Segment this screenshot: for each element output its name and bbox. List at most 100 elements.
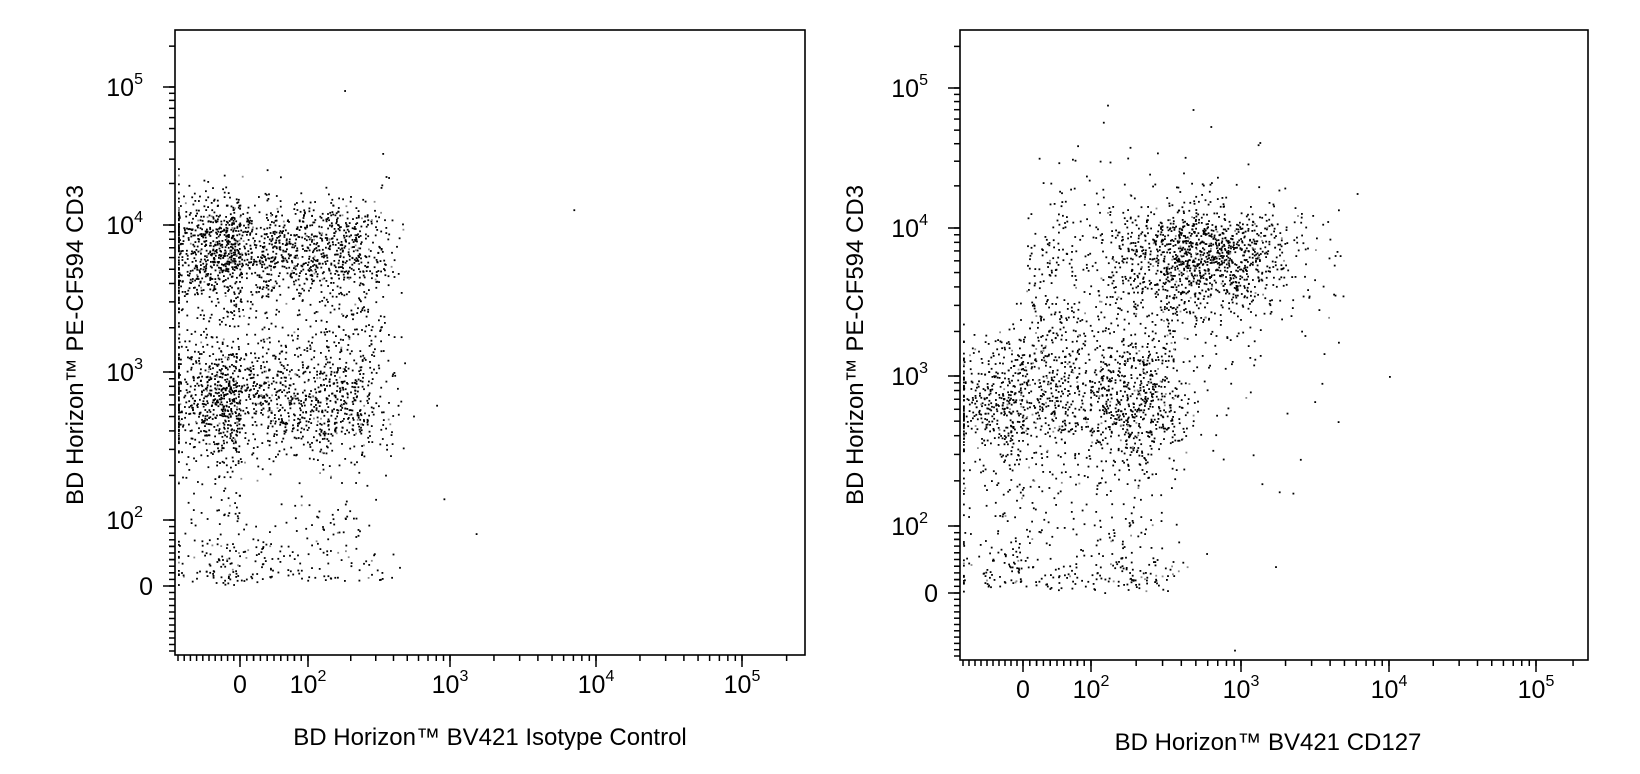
event-dot [1215,260,1218,263]
event-dot [1139,282,1142,285]
event-dot [1178,235,1181,238]
event-dot [382,424,385,426]
event-dot [1178,240,1181,243]
event-dot [212,216,215,219]
event-dot [352,403,355,405]
event-dot [178,272,180,275]
event-dot [1167,248,1170,251]
event-dot [205,265,207,267]
event-dot [317,401,320,404]
event-dot [276,237,279,239]
event-dot [1170,271,1172,274]
event-dot [1221,262,1224,264]
event-dot [239,255,242,258]
event-dot [333,228,336,230]
event-dot [368,524,371,527]
event-dot [236,264,239,266]
event-dot [305,277,308,280]
event-dot [314,219,317,221]
event-dot [1236,294,1239,297]
event-dot [360,243,362,245]
event-dot [1139,386,1142,389]
event-dot [272,354,274,357]
event-dot [233,237,236,240]
event-dot [255,284,258,286]
event-dot [1229,250,1232,253]
event-dot [252,263,255,265]
event-dot [178,307,180,310]
event-dot [342,531,345,534]
event-dot [218,369,221,371]
event-dot [293,208,296,210]
event-dot [361,307,364,310]
event-dot [198,362,201,365]
event-dot [1195,246,1198,249]
event-dot [1286,242,1289,244]
event-dot [1155,260,1158,263]
event-dot [178,461,180,463]
event-dot [283,384,286,387]
event-dot [357,254,360,257]
event-dot [216,400,218,403]
event-dot [353,359,356,362]
event-dot [209,277,212,280]
event-dot [284,385,287,388]
event-dot [1183,291,1186,294]
event-dot [326,402,328,405]
event-dot [192,376,195,379]
event-dot [189,270,192,272]
event-dot [204,233,206,236]
event-dot [224,420,227,423]
event-dot [985,426,988,429]
event-dot [251,577,254,580]
event-dot [261,371,264,374]
event-dot [239,224,242,226]
event-dot [1227,240,1230,243]
event-dot [228,512,231,514]
event-dot [238,512,241,514]
event-dot [1181,255,1183,258]
event-dot [1171,265,1174,268]
event-dot [209,220,212,223]
event-dot [340,403,343,406]
event-dot [333,523,336,526]
event-dot [247,239,250,241]
event-dot [231,346,233,349]
event-dot [182,235,185,238]
event-dot [1013,401,1016,404]
event-dot [1170,239,1172,242]
event-dot [1174,268,1177,271]
event-dot [227,243,230,245]
event-dot [338,277,340,280]
event-dot [1211,182,1213,184]
event-dot [345,270,348,273]
event-dot [359,235,362,237]
event-dot [209,368,212,370]
event-dot [246,233,248,236]
event-dot [203,258,206,261]
event-dot [288,373,290,376]
event-dot [263,366,266,369]
event-dot [1263,235,1265,237]
event-dot [1268,243,1271,246]
event-dot [268,193,270,196]
event-dot [1057,400,1059,403]
event-dot [220,432,222,435]
event-dot [178,311,180,314]
event-dot [359,413,362,415]
event-dot [186,383,189,385]
event-dot [281,406,284,409]
event-dot [344,433,347,435]
event-dot [1198,266,1201,269]
event-dot [1138,255,1141,258]
event-dot [998,396,1001,399]
event-dot [1308,296,1311,299]
event-dot [238,368,241,371]
event-dot [356,461,358,464]
event-dot [257,402,260,405]
event-dot [1198,279,1201,282]
event-dot [371,411,374,413]
event-dot [215,304,217,307]
event-dot [275,398,278,401]
event-dot [366,484,369,487]
